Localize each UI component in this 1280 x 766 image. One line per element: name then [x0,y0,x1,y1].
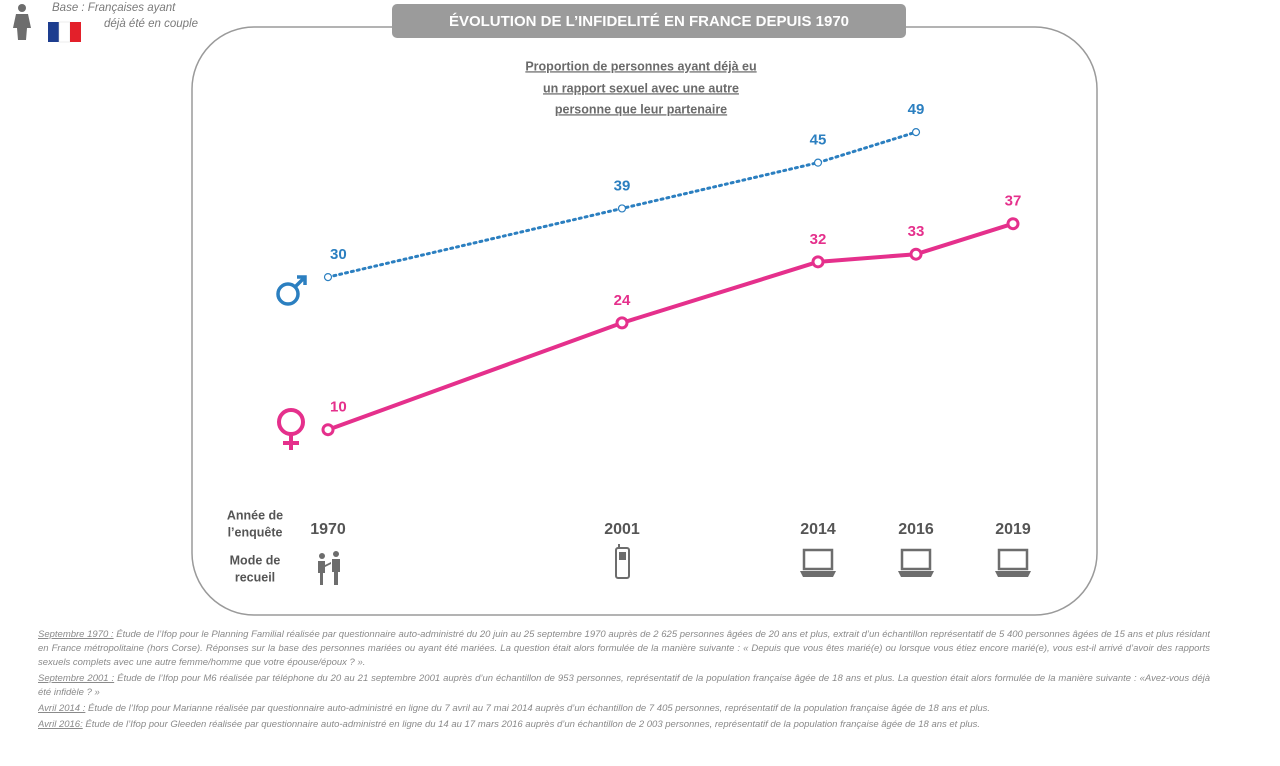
female-symbol [277,408,305,450]
footnote-text: Étude de l’Ifop pour M6 réalisée par tél… [38,673,1210,698]
mode-icon [995,548,1031,577]
icon-part [318,561,331,585]
point [811,255,825,269]
icon-part [802,548,834,571]
data-label: 37 [1005,193,1022,210]
point [813,158,823,167]
footnote: Avril 2016: Étude de l’Ifop pour Gleeden… [38,718,1210,732]
data-label: 45 [810,132,827,149]
icon-part [898,571,934,577]
data-label: 24 [614,292,631,309]
footnote-text: Étude de l’Ifop pour Gleeden réalisée pa… [85,719,981,730]
subtitle: personne que leur partenaire [555,102,727,116]
data-label: 10 [330,399,347,416]
icon-part [319,553,325,559]
male-symbol [276,275,307,306]
mode-icon [615,544,630,579]
footnote: Avril 2014 : Étude de l’Ifop pour Marian… [38,702,1210,716]
x-tick-label: 1970 [310,521,346,538]
data-label: 49 [908,101,925,118]
data-label: 39 [614,177,631,194]
data-label: 32 [810,231,827,248]
point [911,128,921,137]
icon-part [333,551,339,557]
x-tick-label: 2019 [995,521,1031,538]
footnote-label: Septembre 2001 : [38,673,115,684]
footnote-label: Avril 2016: [38,719,83,730]
point [615,316,629,330]
title-box [392,4,906,38]
row-label: recueil [235,570,275,584]
x-tick-label: 2016 [898,521,934,538]
data-label: 30 [330,246,347,263]
mode-icon [318,551,340,585]
mode-icon [800,548,836,577]
row-label: l’enquête [228,525,283,539]
footnote: Septembre 1970 : Étude de l’Ifop pour le… [38,628,1210,670]
icon-part [615,547,630,579]
data-label: 33 [908,223,925,240]
footnote: Septembre 2001 : Étude de l’Ifop pour M6… [38,672,1210,700]
point [909,247,923,261]
icon-part [900,548,932,571]
french-flag [48,21,81,43]
person-icon [13,4,31,40]
footnote-label: Septembre 1970 : [38,629,114,640]
point [321,423,335,437]
series-line [326,130,918,279]
point [617,204,627,213]
point [323,273,333,282]
icon-part [997,548,1029,571]
base-note: déjà été en couple [104,18,198,30]
icon-part [332,559,340,585]
chart-title: ÉVOLUTION DE L’INFIDELITÉ EN FRANCE DEPU… [449,13,849,30]
mode-icon [898,548,934,577]
footnotes: Septembre 1970 : Étude de l’Ifop pour le… [38,628,1210,766]
base-note: Base : Françaises ayant [52,2,176,14]
subtitle: Proportion de personnes ayant déjà eu [525,59,756,73]
footnote-text: Étude de l’Ifop pour le Planning Familia… [38,629,1210,668]
footnote-text: Étude de l’Ifop pour Marianne réalisée p… [88,703,991,714]
icon-part [995,571,1031,577]
icon-part [619,552,626,560]
x-tick-label: 2001 [604,521,640,538]
row-label: Année de [227,508,283,522]
icon-part [800,571,836,577]
footnote-label: Avril 2014 : [38,703,86,714]
point [1006,217,1020,231]
x-tick-label: 2014 [800,521,836,538]
chart: ÉVOLUTION DE L’INFIDELITÉ EN FRANCE DEPU… [13,2,1098,616]
row-label: Mode de [230,553,281,567]
subtitle: un rapport sexuel avec une autre [543,81,739,95]
